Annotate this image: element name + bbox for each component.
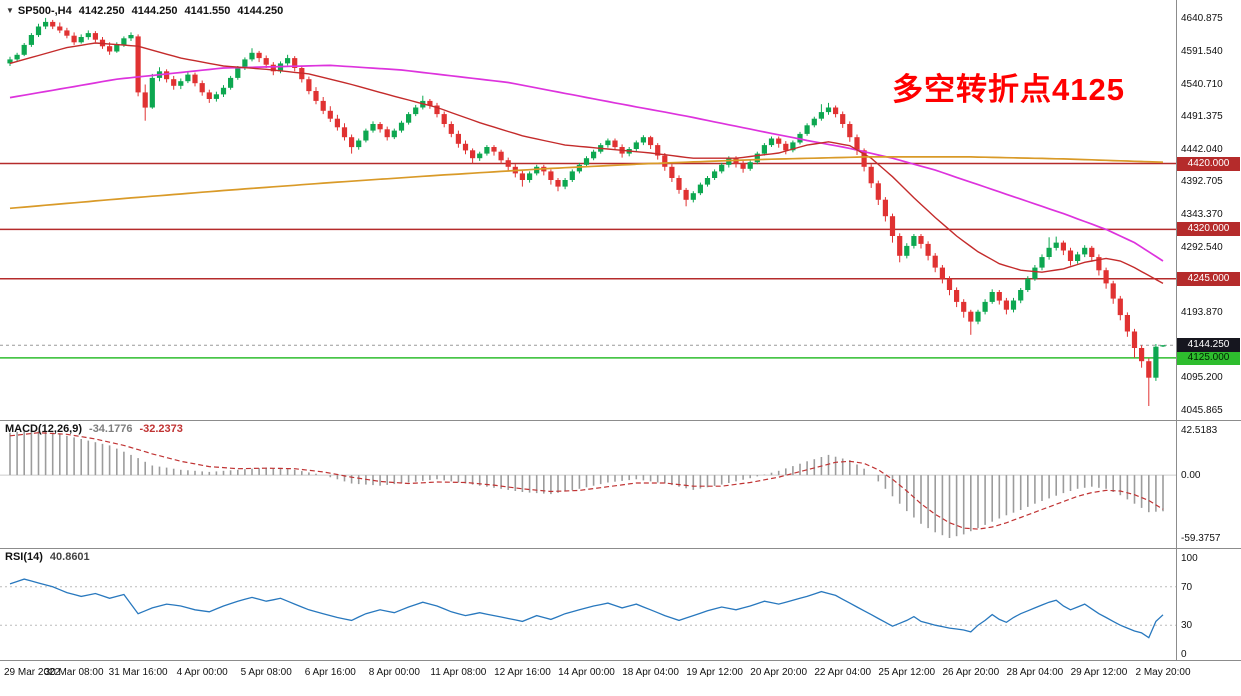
macd-value-main: -34.1776: [89, 423, 133, 435]
macd-axis-tick: -59.3757: [1181, 533, 1221, 544]
time-axis-label[interactable]: 12 Apr 16:00: [494, 667, 551, 678]
price-axis-tick: 4491.375: [1181, 111, 1223, 123]
price-level-badge: 4125.000: [1177, 350, 1240, 365]
candlestick-series: [7, 17, 1166, 406]
macd-signal-line: [9, 432, 1164, 530]
ma-line-slow-magenta: [9, 64, 1164, 262]
ohlc-close: 4144.250: [237, 5, 284, 17]
rsi-value: 40.8601: [49, 551, 90, 563]
rsi-line: [9, 578, 1164, 639]
symbol-ohlc-header: ▼ SP500-,H4 4142.250 4144.250 4141.550 4144.2…: [6, 5, 283, 17]
time-axis-label[interactable]: 29 Apr 12:00: [1070, 667, 1128, 678]
price-axis-tick: 4540.710: [1181, 78, 1223, 90]
price-axis-tick: 4193.870: [1181, 307, 1223, 319]
rsi-axis-tick: 30: [1181, 620, 1193, 632]
macd-label: MACD(12,26,9): [5, 423, 83, 435]
ohlc-low: 4141.550: [184, 5, 231, 17]
rsi-label: RSI(14): [5, 551, 43, 563]
symbol-dropdown-icon: ▼: [6, 6, 14, 15]
time-axis-label[interactable]: 20 Apr 20:00: [750, 667, 808, 678]
time-axis-label[interactable]: 2 May 20:00: [1135, 667, 1191, 678]
price-axis-tick: 4591.540: [1181, 45, 1223, 57]
ohlc-open: 4142.250: [78, 5, 125, 17]
time-axis-label[interactable]: 28 Apr 04:00: [1006, 667, 1064, 678]
macd-histogram: [9, 430, 1164, 538]
current-price-badge: 4144.250: [1177, 338, 1240, 353]
rsi-axis-tick: 0: [1181, 649, 1187, 660]
time-axis-label[interactable]: 30 Mar 08:00: [44, 667, 104, 678]
time-axis-label[interactable]: 6 Apr 16:00: [304, 667, 356, 678]
chart-annotation[interactable]: 多空转折点4125: [892, 72, 1125, 107]
price-axis-tick: 4045.865: [1181, 405, 1223, 416]
time-axis-label[interactable]: 29 Mar 2022: [4, 667, 61, 678]
rsi-indicator-header: RSI(14) 40.8601: [5, 551, 90, 563]
time-axis-label[interactable]: 8 Apr 00:00: [368, 667, 420, 678]
symbol-timeframe-label: SP500-,H4: [17, 5, 72, 17]
time-axis-label[interactable]: 11 Apr 08:00: [430, 667, 487, 678]
price-axis-tick: 4343.370: [1181, 209, 1223, 220]
time-axis-label[interactable]: 31 Mar 16:00: [108, 667, 168, 678]
macd-value-signal: -32.2373: [139, 423, 183, 435]
ohlc-high: 4144.250: [131, 5, 178, 17]
rsi-axis-tick: 100: [1181, 553, 1198, 564]
ma-line-medium-red: [9, 42, 1164, 285]
time-axis-label[interactable]: 25 Apr 12:00: [878, 667, 936, 678]
time-axis-label[interactable]: 18 Apr 04:00: [622, 667, 679, 678]
time-axis-label[interactable]: 26 Apr 20:00: [942, 667, 1000, 678]
time-axis-label[interactable]: 4 Apr 00:00: [176, 667, 228, 678]
price-level-badge: 4245.000: [1177, 271, 1240, 286]
price-axis-tick: 4095.200: [1181, 372, 1223, 384]
price-axis-tick: 4392.705: [1181, 176, 1223, 188]
macd-axis-tick: 42.5183: [1181, 425, 1218, 436]
macd-indicator-header: MACD(12,26,9) -34.1776 -32.2373: [5, 423, 183, 435]
time-axis-label[interactable]: 19 Apr 12:00: [686, 667, 743, 678]
price-axis-tick: 4442.040: [1181, 143, 1223, 155]
price-axis-tick: 4640.875: [1181, 13, 1223, 24]
macd-axis-tick: 0.00: [1181, 470, 1201, 482]
time-axis-label[interactable]: 5 Apr 08:00: [240, 667, 292, 678]
price-level-badge: 4420.000: [1177, 156, 1240, 171]
ma-line-long-orange: [9, 156, 1164, 210]
time-axis-label[interactable]: 22 Apr 04:00: [814, 667, 872, 678]
time-axis-label[interactable]: 14 Apr 00:00: [558, 667, 615, 678]
rsi-axis-tick: 70: [1181, 581, 1193, 593]
price-axis-tick: 4292.540: [1181, 242, 1223, 254]
price-level-badge: 4320.000: [1177, 222, 1240, 237]
